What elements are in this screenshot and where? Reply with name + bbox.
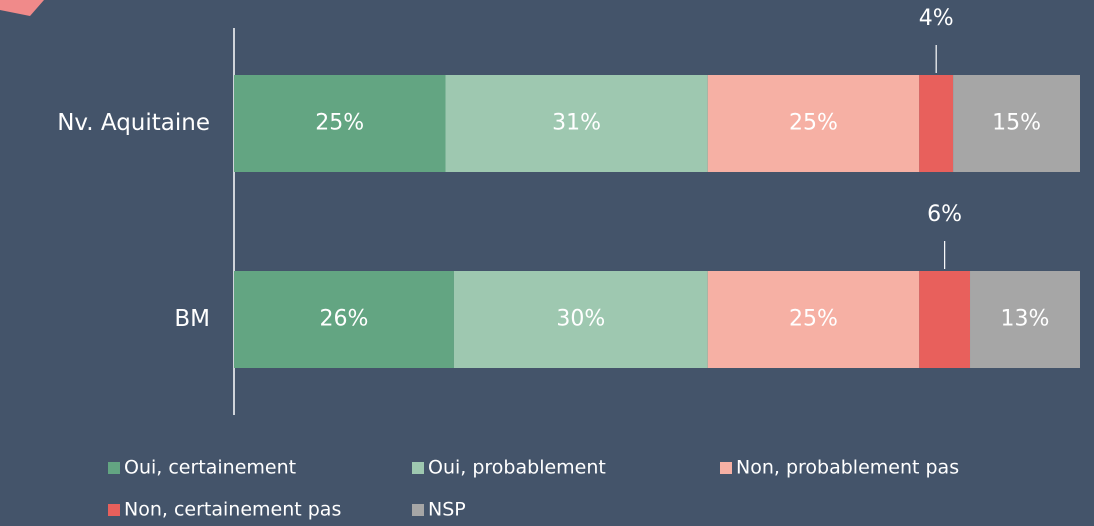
- legend-swatch: [108, 504, 120, 516]
- legend-label: Non, certainement pas: [124, 499, 341, 521]
- category-label: Nv. Aquitaine: [57, 110, 210, 136]
- legend-swatch: [412, 462, 424, 474]
- legend-label: Non, probablement pas: [736, 457, 959, 479]
- legend-label: Oui, probablement: [428, 457, 606, 479]
- bar-segment: [919, 75, 953, 172]
- bar-segment: [919, 271, 970, 368]
- value-label: 15%: [992, 111, 1041, 136]
- category-label: BM: [174, 306, 210, 332]
- value-label: 25%: [789, 307, 838, 332]
- value-label: 31%: [552, 111, 601, 136]
- value-label: 25%: [789, 111, 838, 136]
- legend-label: NSP: [428, 499, 466, 521]
- legend-swatch: [412, 504, 424, 516]
- value-label: 26%: [320, 307, 369, 332]
- value-label: 6%: [927, 202, 962, 227]
- value-label: 13%: [1001, 307, 1050, 332]
- value-label: 30%: [556, 307, 605, 332]
- legend-label: Oui, certainement: [124, 457, 296, 479]
- legend-swatch: [720, 462, 732, 474]
- value-label: 25%: [315, 111, 364, 136]
- legend-swatch: [108, 462, 120, 474]
- value-label: 4%: [919, 6, 954, 31]
- decoration: [0, 0, 44, 16]
- chart: Nv. Aquitaine 25% 31% 25% 4% 15% BM 26% 30% 25% 6%…: [0, 0, 1094, 526]
